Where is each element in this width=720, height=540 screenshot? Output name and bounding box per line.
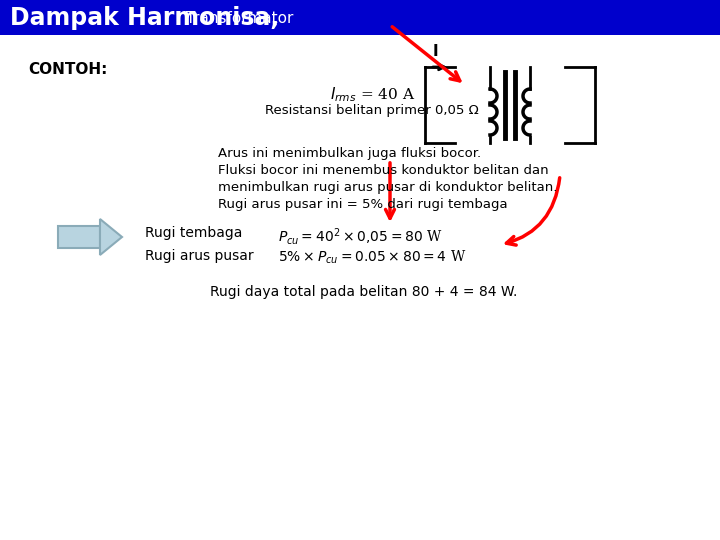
Text: Resistansi belitan primer 0,05 Ω: Resistansi belitan primer 0,05 Ω	[265, 104, 479, 117]
Text: menimbulkan rugi arus pusar di konduktor belitan.: menimbulkan rugi arus pusar di konduktor…	[218, 181, 557, 194]
Text: $P_{cu} = 40^2 \times 0{,}05 = 80$ W: $P_{cu} = 40^2 \times 0{,}05 = 80$ W	[278, 226, 443, 247]
Text: I: I	[432, 44, 438, 59]
Bar	[58, 226, 100, 248]
Text: Fluksi bocor ini menembus konduktor belitan dan: Fluksi bocor ini menembus konduktor beli…	[218, 164, 549, 177]
Text: Dampak Harmonisa,: Dampak Harmonisa,	[10, 6, 279, 30]
Text: CONTOH:: CONTOH:	[28, 62, 107, 77]
Polygon shape	[100, 219, 122, 255]
Text: Rugi arus pusar ini = 5% dari rugi tembaga: Rugi arus pusar ini = 5% dari rugi temba…	[218, 198, 508, 211]
Text: $\mathit{I}_{rms}$ = 40 A: $\mathit{I}_{rms}$ = 40 A	[330, 85, 415, 104]
Text: Rugi daya total pada belitan 80 + 4 = 84 W.: Rugi daya total pada belitan 80 + 4 = 84…	[210, 285, 518, 299]
Bar	[0, 0, 720, 35]
Text: $5\% \times P_{cu} = 0.05 \times 80 = 4$ W: $5\% \times P_{cu} = 0.05 \times 80 = 4$…	[278, 249, 467, 266]
Text: Rugi tembaga: Rugi tembaga	[145, 226, 243, 240]
Text: Transformator: Transformator	[186, 11, 293, 26]
Text: Rugi arus pusar: Rugi arus pusar	[145, 249, 253, 263]
Text: Arus ini menimbulkan juga fluksi bocor.: Arus ini menimbulkan juga fluksi bocor.	[218, 147, 481, 160]
